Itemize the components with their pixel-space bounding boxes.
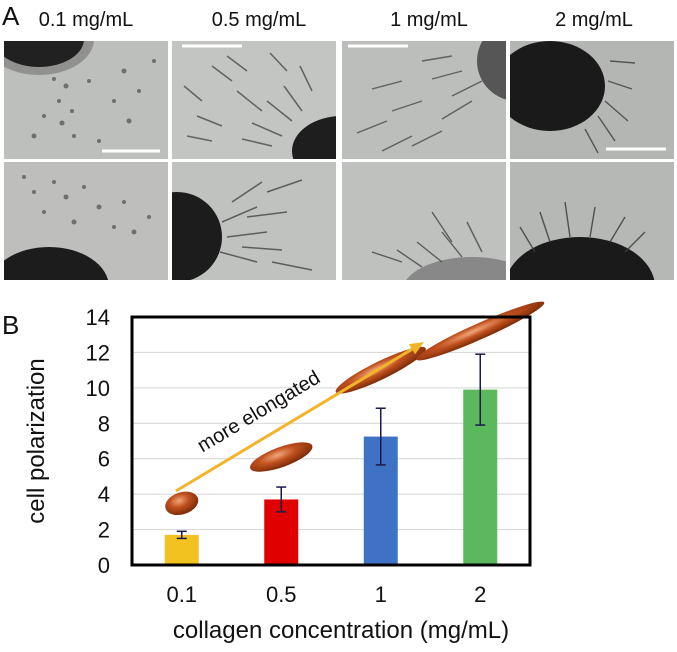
y-tick-label: 0: [98, 553, 110, 578]
column-label-0-1: 0.1 mg/mL: [38, 9, 134, 31]
panel-a-letter: A: [2, 1, 20, 31]
bars: [164, 353, 498, 565]
x-tick-labels: 0.1 0.5 1 2: [166, 582, 486, 607]
x-axis-label: collagen concentration (mg/mL): [173, 617, 509, 644]
micrograph-0-5-bottom: [172, 162, 336, 280]
y-tick-label: 12: [86, 340, 110, 365]
arrow-shaft: [175, 347, 413, 493]
micrograph-2-top: [510, 41, 674, 159]
y-tick-label: 2: [98, 518, 110, 543]
column-label-2: 2 mg/mL: [555, 9, 633, 31]
micrograph-2-bottom: [510, 162, 674, 280]
column-label-1: 1 mg/mL: [390, 9, 468, 31]
micrograph-1-bottom: [342, 162, 506, 280]
x-tick-label: 1: [375, 582, 387, 607]
y-tick-label: 10: [86, 376, 110, 401]
micrograph-0-5-top: [172, 41, 336, 159]
y-tick-label: 4: [98, 482, 110, 507]
bar-0.1: [164, 534, 199, 565]
column-label-0-5: 0.5 mg/mL: [211, 9, 307, 31]
arrow-head: [408, 342, 424, 355]
y-tick-label: 6: [98, 447, 110, 472]
y-axis-label: cell polarization: [23, 358, 50, 523]
y-tick-label: 14: [86, 305, 110, 330]
plot-frame: [130, 315, 532, 567]
panel-b-letter: B: [2, 310, 20, 340]
y-tick-label: 8: [98, 411, 110, 436]
cell-shape-0.5: [250, 442, 313, 472]
y-tick-labels: 0 2 4 6 8 10 12 14: [86, 305, 110, 578]
micrograph-0-1-bottom: [4, 162, 168, 280]
cell-shape-0.1: [165, 491, 199, 516]
micrograph-1-top: [342, 41, 506, 159]
x-tick-label: 0.1: [166, 582, 197, 607]
x-tick-label: 0.5: [266, 582, 297, 607]
micrograph-0-1-top: [4, 41, 168, 159]
x-tick-label: 2: [474, 582, 486, 607]
